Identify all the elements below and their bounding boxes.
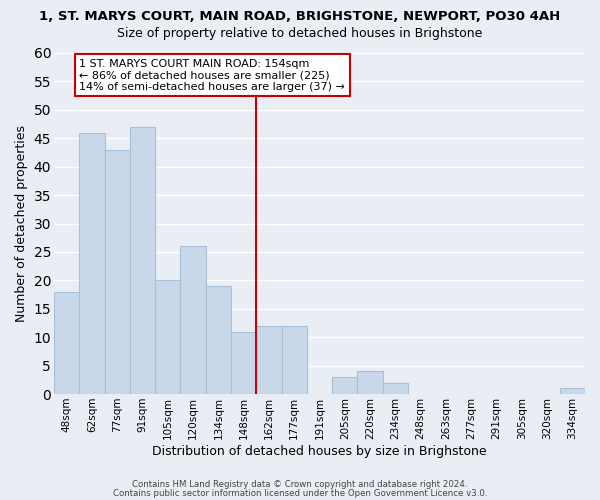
Bar — [54, 292, 79, 394]
Bar — [155, 280, 181, 394]
Bar — [130, 127, 155, 394]
Bar — [358, 372, 383, 394]
Bar — [332, 377, 358, 394]
X-axis label: Distribution of detached houses by size in Brighstone: Distribution of detached houses by size … — [152, 444, 487, 458]
Bar — [231, 332, 256, 394]
Bar — [560, 388, 585, 394]
Bar — [281, 326, 307, 394]
Bar — [206, 286, 231, 394]
Text: 1, ST. MARYS COURT, MAIN ROAD, BRIGHSTONE, NEWPORT, PO30 4AH: 1, ST. MARYS COURT, MAIN ROAD, BRIGHSTON… — [40, 10, 560, 23]
Bar — [181, 246, 206, 394]
Y-axis label: Number of detached properties: Number of detached properties — [15, 125, 28, 322]
Bar — [383, 382, 408, 394]
Bar — [256, 326, 281, 394]
Text: Contains HM Land Registry data © Crown copyright and database right 2024.: Contains HM Land Registry data © Crown c… — [132, 480, 468, 489]
Bar — [79, 132, 104, 394]
Text: 1 ST. MARYS COURT MAIN ROAD: 154sqm
← 86% of detached houses are smaller (225)
1: 1 ST. MARYS COURT MAIN ROAD: 154sqm ← 86… — [79, 58, 345, 92]
Text: Size of property relative to detached houses in Brighstone: Size of property relative to detached ho… — [118, 28, 482, 40]
Bar — [104, 150, 130, 394]
Text: Contains public sector information licensed under the Open Government Licence v3: Contains public sector information licen… — [113, 488, 487, 498]
